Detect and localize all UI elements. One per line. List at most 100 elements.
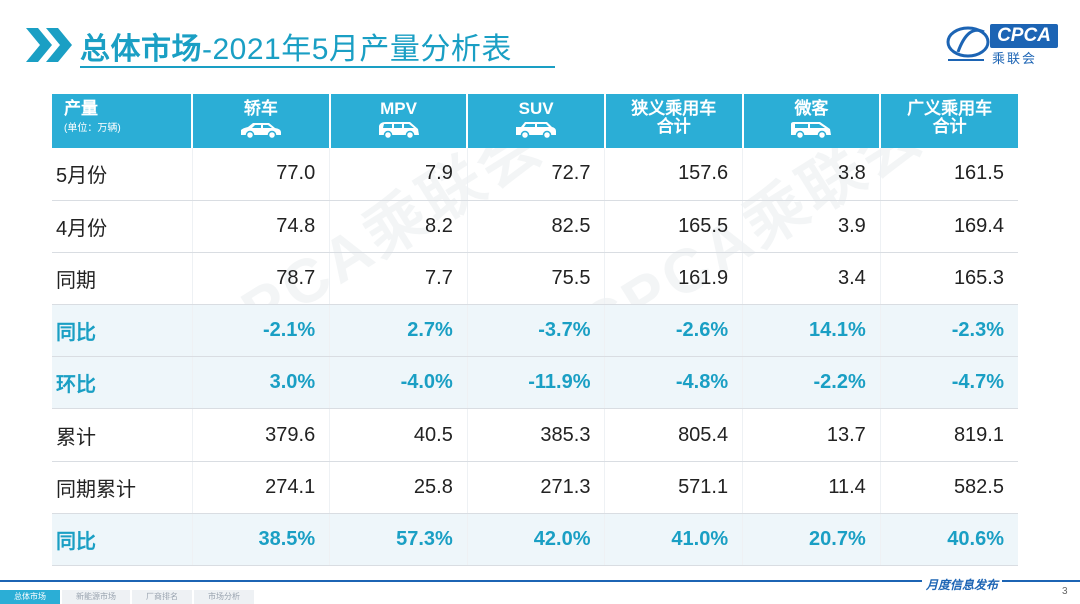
nav-item-market-analysis[interactable]: 市场分析 bbox=[194, 590, 254, 604]
table-row: 同期 78.7 7.7 75.5 161.9 3.4 165.3 bbox=[52, 252, 1018, 306]
table-cell: 82.5 bbox=[467, 200, 606, 253]
table-cell: 57.3% bbox=[329, 513, 468, 567]
table-cell: 20.7% bbox=[742, 513, 881, 567]
table-cell: 42.0% bbox=[467, 513, 606, 567]
table-cell: 819.1 bbox=[880, 408, 1018, 462]
table-cell: 3.4 bbox=[742, 252, 881, 306]
column-header-label: MPV bbox=[380, 99, 417, 118]
table-row: 环比 3.0% -4.0% -11.9% -4.8% -2.2% -4.7% bbox=[52, 356, 1018, 410]
column-header-broad-total: 广义乘用车 合计 bbox=[880, 94, 1018, 148]
table-cell: 379.6 bbox=[192, 408, 331, 462]
corner-header: 产量 (单位：万辆) bbox=[52, 94, 194, 148]
column-header-label: 狭义乘用车 bbox=[631, 99, 717, 118]
table-cell: 38.5% bbox=[192, 513, 331, 567]
cpca-logo-icon bbox=[946, 26, 990, 61]
table-cell: 3.9 bbox=[742, 200, 881, 253]
table-cell: 75.5 bbox=[467, 252, 606, 306]
table-cell: 7.7 bbox=[329, 252, 468, 306]
table-cell: 40.5 bbox=[329, 408, 468, 462]
row-label: 环比 bbox=[52, 356, 193, 410]
title-underline bbox=[80, 66, 555, 68]
table-row: 同比 38.5% 57.3% 42.0% 41.0% 20.7% 40.6% bbox=[52, 513, 1018, 567]
table-cell: 72.7 bbox=[467, 148, 606, 201]
table-cell: -3.7% bbox=[467, 304, 606, 358]
column-header-mpv: MPV bbox=[329, 94, 469, 148]
table-cell: 11.4 bbox=[742, 461, 881, 514]
table-cell: 14.1% bbox=[742, 304, 881, 358]
production-table: 产量 (单位：万辆) 轿车 MPV bbox=[52, 94, 1018, 567]
van-icon bbox=[791, 122, 832, 140]
table-cell: -2.6% bbox=[604, 304, 744, 358]
row-label: 同比 bbox=[52, 304, 193, 358]
table-cell: 385.3 bbox=[467, 408, 606, 462]
column-header-label: 广义乘用车 bbox=[907, 99, 993, 118]
table-cell: 157.6 bbox=[604, 148, 744, 201]
column-header-suv: SUV bbox=[467, 94, 606, 148]
table-cell: 74.8 bbox=[192, 200, 331, 253]
column-header-minivan: 微客 bbox=[742, 94, 882, 148]
logo-text: CPCA bbox=[990, 24, 1058, 48]
table-row: 累计 379.6 40.5 385.3 805.4 13.7 819.1 bbox=[52, 408, 1018, 462]
suv-icon bbox=[516, 122, 557, 140]
table-header-row: 产量 (单位：万辆) 轿车 MPV bbox=[52, 94, 1018, 148]
table-cell: 805.4 bbox=[604, 408, 744, 462]
row-label: 同期累计 bbox=[52, 461, 193, 514]
table-cell: 8.2 bbox=[329, 200, 468, 253]
table-cell: 77.0 bbox=[192, 148, 331, 201]
title-strong: 总体市场 bbox=[80, 33, 202, 66]
title-rest: -2021年5月产量分析表 bbox=[202, 33, 512, 66]
row-label: 4月份 bbox=[52, 200, 193, 253]
table-cell: 165.3 bbox=[880, 252, 1018, 306]
nav-item-manufacturer-ranking[interactable]: 厂商排名 bbox=[132, 590, 192, 604]
column-header-label: 轿车 bbox=[243, 99, 278, 118]
nav-item-nev-market[interactable]: 新能源市场 bbox=[62, 590, 130, 604]
table-cell: 13.7 bbox=[742, 408, 881, 462]
slide-header: 总体市场-2021年5月产量分析表 CPCA 乘联会 bbox=[0, 0, 1080, 80]
table-cell: 571.1 bbox=[604, 461, 744, 514]
table-cell: 2.7% bbox=[329, 304, 468, 358]
row-label: 同期 bbox=[52, 252, 193, 306]
table-cell: 41.0% bbox=[604, 513, 744, 567]
table-cell: 40.6% bbox=[880, 513, 1018, 567]
table-cell: 582.5 bbox=[880, 461, 1018, 514]
table-cell: 161.9 bbox=[604, 252, 744, 306]
sedan-icon bbox=[240, 123, 281, 140]
table-row: 同比 -2.1% 2.7% -3.7% -2.6% 14.1% -2.3% bbox=[52, 304, 1018, 358]
unit-label: (单位：万辆) bbox=[64, 123, 121, 134]
table-cell: 78.7 bbox=[192, 252, 331, 306]
footer-tag: 月度信息发布 bbox=[922, 576, 1003, 593]
table-cell: 25.8 bbox=[329, 461, 468, 514]
double-chevron-icon bbox=[26, 28, 72, 62]
table-cell: -11.9% bbox=[467, 356, 606, 410]
table-cell: -4.8% bbox=[604, 356, 744, 410]
table-row: 同期累计 274.1 25.8 271.3 571.1 11.4 582.5 bbox=[52, 461, 1018, 514]
table-cell: 3.8 bbox=[742, 148, 881, 201]
column-header-narrow-total: 狭义乘用车 合计 bbox=[604, 94, 744, 148]
column-header-label: SUV bbox=[518, 99, 554, 118]
table-cell: 161.5 bbox=[880, 148, 1018, 201]
row-label: 同比 bbox=[52, 513, 193, 567]
column-header-label-line2: 合计 bbox=[932, 117, 967, 136]
nav-item-overall-market[interactable]: 总体市场 bbox=[0, 590, 60, 604]
row-label: 5月份 bbox=[52, 148, 193, 201]
table-cell: 7.9 bbox=[329, 148, 468, 201]
table-cell: 3.0% bbox=[192, 356, 331, 410]
table-cell: -2.3% bbox=[880, 304, 1018, 358]
column-header-sedan: 轿车 bbox=[192, 94, 331, 148]
column-header-label-line2: 合计 bbox=[656, 117, 691, 136]
table-cell: 169.4 bbox=[880, 200, 1018, 253]
row-label: 累计 bbox=[52, 408, 193, 462]
page-number: 3 bbox=[1062, 586, 1068, 597]
footer-nav: 总体市场 新能源市场 厂商排名 市场分析 bbox=[0, 590, 256, 604]
table-cell: -4.7% bbox=[880, 356, 1018, 410]
table-cell: 271.3 bbox=[467, 461, 606, 514]
page-title: 总体市场-2021年5月产量分析表 bbox=[80, 24, 512, 68]
table-row: 5月份 77.0 7.9 72.7 157.6 3.8 161.5 bbox=[52, 148, 1018, 201]
table-cell: -4.0% bbox=[329, 356, 468, 410]
mpv-icon bbox=[378, 122, 419, 140]
table-cell: 274.1 bbox=[192, 461, 331, 514]
column-header-label: 微客 bbox=[794, 99, 829, 118]
table-cell: -2.1% bbox=[192, 304, 331, 358]
table-cell: 165.5 bbox=[604, 200, 744, 253]
logo-subtitle: 乘联会 bbox=[992, 51, 1038, 66]
